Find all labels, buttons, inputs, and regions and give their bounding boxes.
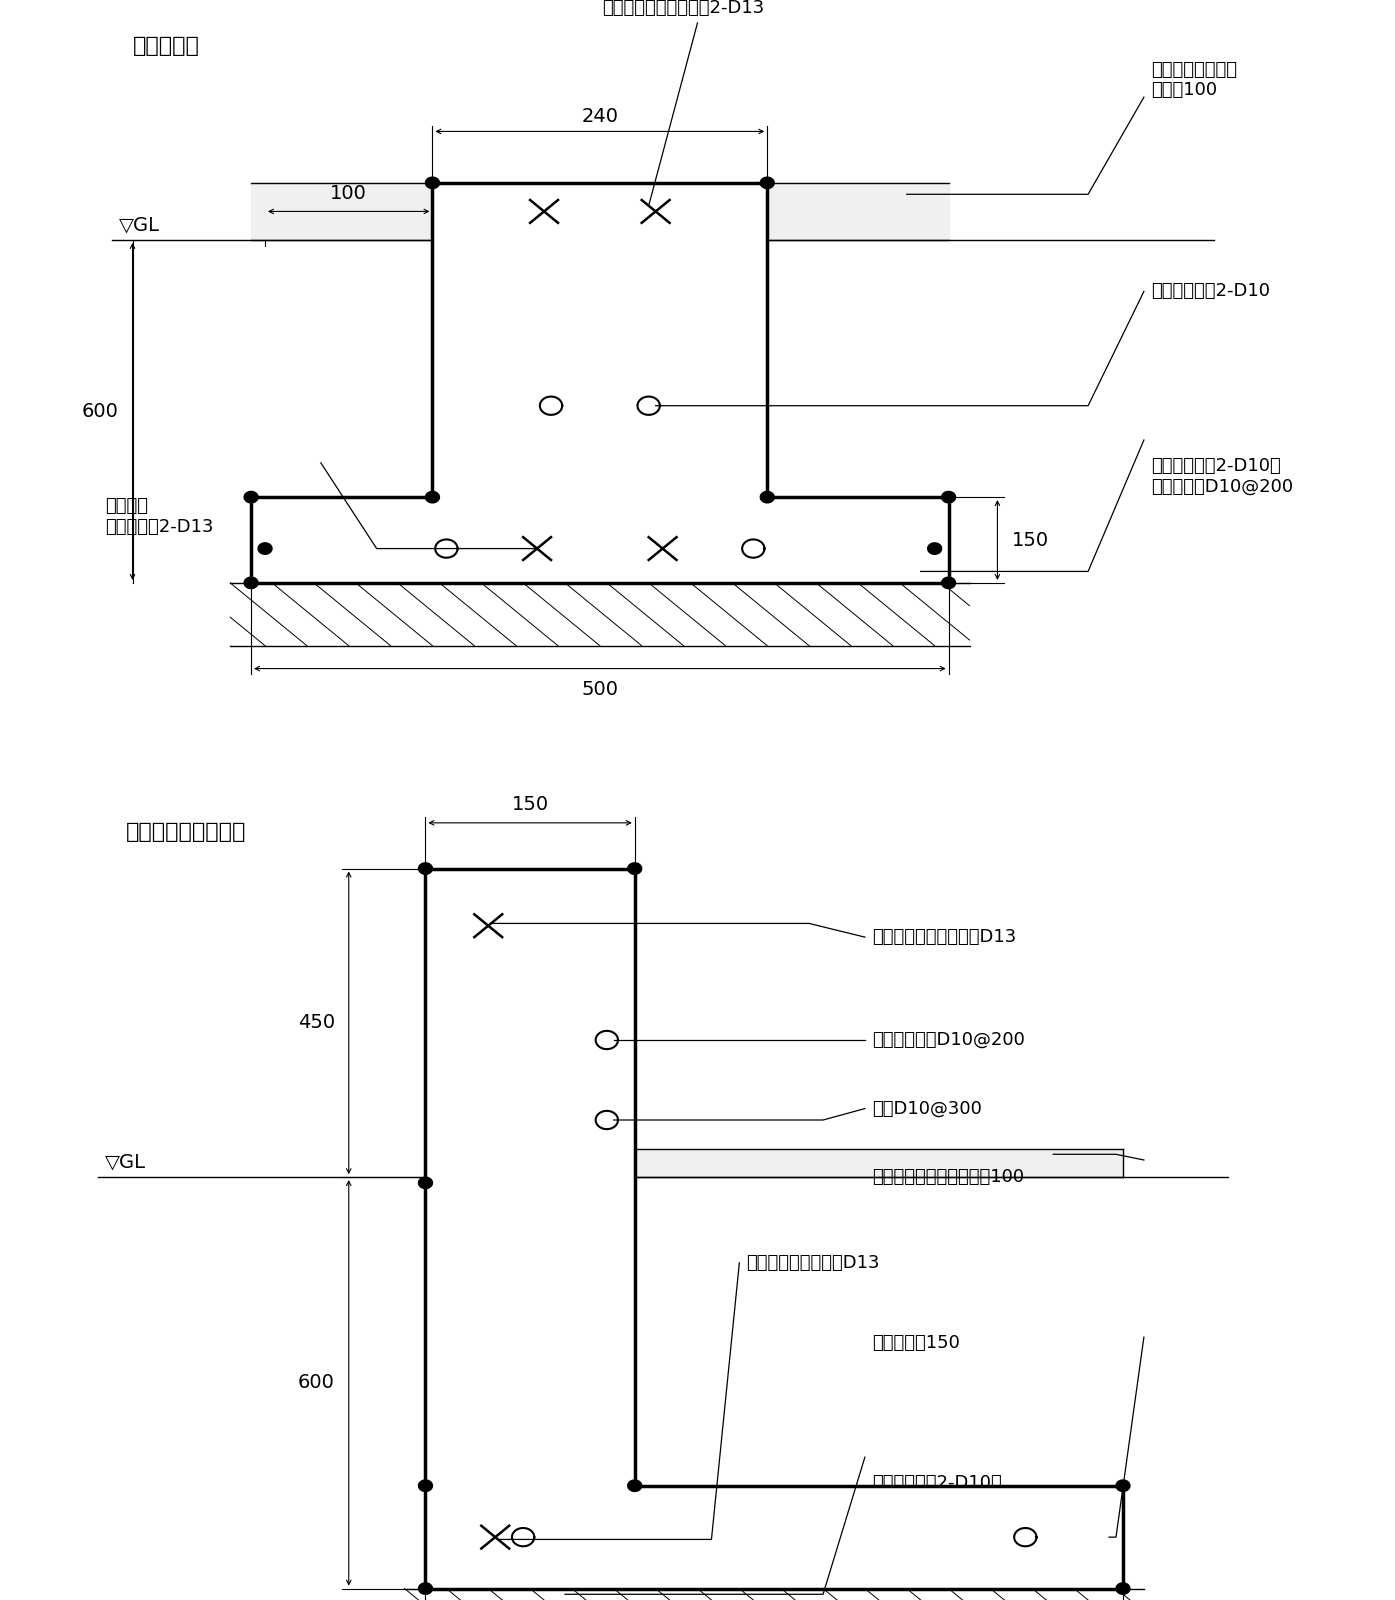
Text: せん断補強筋D10@200: せん断補強筋D10@200 — [872, 1030, 1025, 1050]
Text: 《地中梁》: 《地中梁》 — [133, 35, 199, 56]
Text: 240: 240 — [582, 107, 618, 126]
Polygon shape — [251, 498, 949, 582]
Text: 基礎梁の主筋の下端D13: 基礎梁の主筋の下端D13 — [746, 1254, 880, 1272]
Polygon shape — [425, 1486, 1123, 1589]
Text: 基礎梁の主筋の上端はD13: 基礎梁の主筋の上端はD13 — [872, 928, 1016, 946]
Text: 600: 600 — [82, 402, 119, 421]
Text: 底盤の主筋は2-D10、
あばら筋はD10@200: 底盤の主筋は2-D10、 あばら筋はD10@200 — [1151, 458, 1293, 496]
Text: ▽GL: ▽GL — [119, 216, 159, 234]
Polygon shape — [230, 582, 970, 646]
Polygon shape — [418, 1178, 432, 1189]
Text: 地中梁の
主筋の下端2-D13: 地中梁の 主筋の下端2-D13 — [105, 498, 213, 536]
Text: 底盤の厚さ150: 底盤の厚さ150 — [872, 1334, 960, 1352]
Polygon shape — [418, 1582, 432, 1594]
Text: 防湿コンクリートの厚さ100: 防湿コンクリートの厚さ100 — [872, 1168, 1024, 1186]
Text: 《外周部の基礎梁》: 《外周部の基礎梁》 — [126, 822, 246, 842]
Polygon shape — [942, 578, 956, 589]
Text: 500: 500 — [582, 680, 618, 699]
Polygon shape — [425, 869, 635, 1486]
Text: 横筋D10@300: 横筋D10@300 — [872, 1099, 982, 1117]
Text: 150: 150 — [1011, 531, 1049, 549]
Text: 450: 450 — [297, 1013, 335, 1032]
Text: ▽GL: ▽GL — [105, 1152, 145, 1171]
Polygon shape — [251, 182, 432, 240]
Polygon shape — [418, 862, 432, 874]
Polygon shape — [928, 542, 942, 554]
Polygon shape — [767, 182, 949, 240]
Polygon shape — [425, 178, 439, 189]
Text: 600: 600 — [299, 1373, 335, 1392]
Polygon shape — [1116, 1480, 1130, 1491]
Text: 100: 100 — [331, 184, 367, 203]
Text: 150: 150 — [512, 795, 548, 814]
Polygon shape — [418, 1480, 432, 1491]
Polygon shape — [942, 491, 956, 502]
Polygon shape — [628, 1480, 642, 1491]
Polygon shape — [258, 542, 272, 554]
Text: 地中梁の主筋の上端は2-D13: 地中梁の主筋の上端は2-D13 — [603, 0, 764, 18]
Polygon shape — [1116, 1582, 1130, 1594]
Polygon shape — [432, 182, 767, 498]
Text: 底盤の主筋は2-D10、
あばら筋はD10@200: 底盤の主筋は2-D10、 あばら筋はD10@200 — [872, 1474, 1014, 1514]
Text: 防湿コンクリート
の厚さ100: 防湿コンクリート の厚さ100 — [1151, 61, 1237, 99]
Polygon shape — [635, 1149, 1123, 1178]
Polygon shape — [760, 178, 774, 189]
Polygon shape — [244, 491, 258, 502]
Polygon shape — [760, 491, 774, 502]
Polygon shape — [425, 491, 439, 502]
Polygon shape — [405, 1589, 1144, 1600]
Polygon shape — [628, 862, 642, 874]
Text: せん断補強筋2-D10: せん断補強筋2-D10 — [1151, 283, 1269, 301]
Polygon shape — [244, 578, 258, 589]
